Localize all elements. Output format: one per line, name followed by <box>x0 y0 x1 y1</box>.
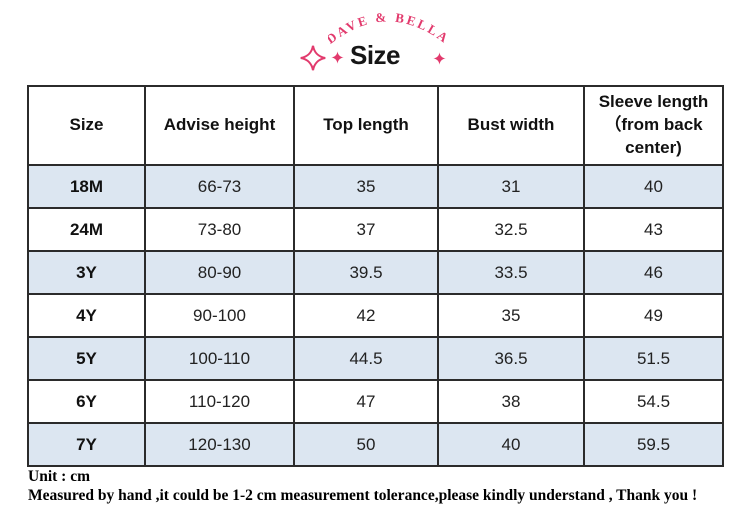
table-row: 5Y 100-110 44.5 36.5 51.5 <box>27 336 724 381</box>
value-cell: 51.5 <box>583 336 724 381</box>
table-row: 24M 73-80 37 32.5 43 <box>27 207 724 252</box>
value-cell: 31 <box>437 164 585 209</box>
table-row: 3Y 80-90 39.5 33.5 46 <box>27 250 724 295</box>
value-cell: 59.5 <box>583 422 724 467</box>
column-header-top-length: Top length <box>293 85 439 166</box>
value-cell: 37 <box>293 207 439 252</box>
footer-note: Unit : cm Measured by hand ,it could be … <box>28 468 738 506</box>
page-title: Size <box>349 40 401 70</box>
size-cell: 5Y <box>27 336 146 381</box>
unit-line: Unit : cm <box>28 468 90 485</box>
tolerance-line: Measured by hand ,it could be 1-2 cm mea… <box>28 486 698 504</box>
value-cell: 36.5 <box>437 336 585 381</box>
value-cell: 47 <box>293 379 439 424</box>
sparkle-icon-small-left <box>331 51 344 64</box>
value-cell: 39.5 <box>293 250 439 295</box>
value-cell: 44.5 <box>293 336 439 381</box>
value-cell: 46 <box>583 250 724 295</box>
header-row: Size Advise height Top length Bust width… <box>27 85 724 166</box>
value-cell: 49 <box>583 293 724 338</box>
table-row: 6Y 110-120 47 38 54.5 <box>27 379 724 424</box>
size-cell: 18M <box>27 164 146 209</box>
table-row: 7Y 120-130 50 40 59.5 <box>27 422 724 467</box>
table-row: 18M 66-73 35 31 40 <box>27 164 724 209</box>
value-cell: 100-110 <box>144 336 295 381</box>
value-cell: 80-90 <box>144 250 295 295</box>
value-cell: 110-120 <box>144 379 295 424</box>
value-cell: 32.5 <box>437 207 585 252</box>
value-cell: 54.5 <box>583 379 724 424</box>
value-cell: 50 <box>293 422 439 467</box>
value-cell: 42 <box>293 293 439 338</box>
value-cell: 90-100 <box>144 293 295 338</box>
column-header-advise-height: Advise height <box>144 85 295 166</box>
header: DAVE & BELLA Size <box>0 0 750 85</box>
size-cell: 6Y <box>27 379 146 424</box>
sparkle-icon-large <box>300 45 326 71</box>
value-cell: 40 <box>583 164 724 209</box>
table-row: 4Y 90-100 42 35 49 <box>27 293 724 338</box>
column-header-size: Size <box>27 85 146 166</box>
brand-arc: DAVE & BELLA <box>328 10 448 46</box>
size-table: Size Advise height Top length Bust width… <box>27 85 724 467</box>
value-cell: 120-130 <box>144 422 295 467</box>
size-cell: 24M <box>27 207 146 252</box>
value-cell: 33.5 <box>437 250 585 295</box>
sparkle-icon-small-right <box>433 52 446 65</box>
value-cell: 73-80 <box>144 207 295 252</box>
size-cell: 3Y <box>27 250 146 295</box>
column-header-sleeve-length: Sleeve length （from back center) <box>583 85 724 166</box>
size-cell: 7Y <box>27 422 146 467</box>
value-cell: 35 <box>293 164 439 209</box>
column-header-bust-width: Bust width <box>437 85 585 166</box>
value-cell: 66-73 <box>144 164 295 209</box>
value-cell: 38 <box>437 379 585 424</box>
value-cell: 35 <box>437 293 585 338</box>
value-cell: 40 <box>437 422 585 467</box>
size-cell: 4Y <box>27 293 146 338</box>
value-cell: 43 <box>583 207 724 252</box>
